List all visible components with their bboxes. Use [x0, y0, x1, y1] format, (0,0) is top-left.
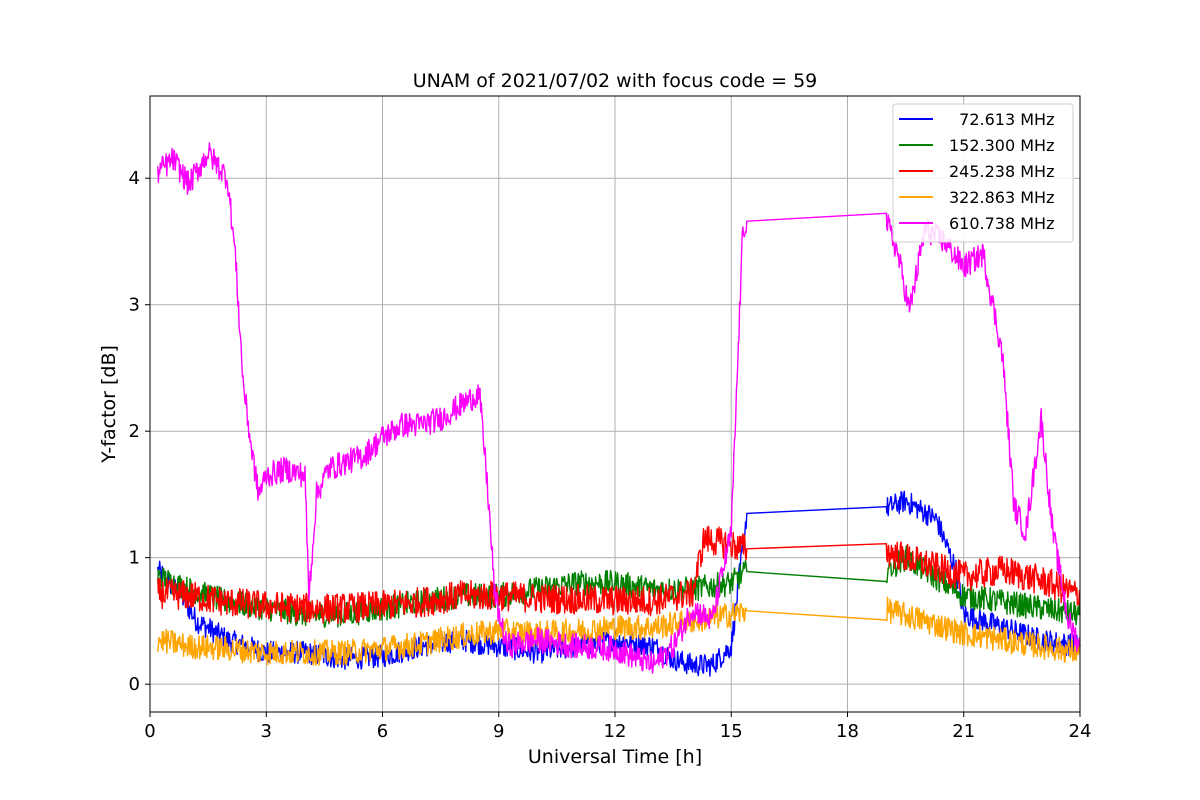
x-tick-label: 9: [493, 721, 504, 742]
series-group: [157, 142, 1081, 677]
legend-label: 322.863 MHz: [949, 188, 1054, 207]
x-tick-label: 0: [144, 721, 155, 742]
y-axis-title: Y-factor [dB]: [98, 345, 120, 464]
y-tick-label: 2: [129, 421, 140, 442]
x-tick-label: 6: [377, 721, 388, 742]
x-tick-label: 21: [952, 721, 975, 742]
series-line-3: [157, 525, 1081, 624]
legend-label: 152.300 MHz: [949, 136, 1054, 155]
legend-label: 72.613 MHz: [949, 110, 1054, 129]
y-tick-label: 3: [129, 295, 140, 316]
x-tick-label: 15: [720, 721, 743, 742]
chart-title: UNAM of 2021/07/02 with focus code = 59: [413, 70, 818, 92]
legend-box: [892, 103, 1074, 243]
y-tick-label: 4: [129, 168, 140, 189]
legend-label: 610.738 MHz: [949, 214, 1054, 233]
x-tick-label: 24: [1069, 721, 1092, 742]
x-tick-label: 3: [261, 721, 272, 742]
y-tick-label: 1: [129, 548, 140, 569]
y-tick-label: 0: [129, 674, 140, 695]
legend-label: 245.238 MHz: [949, 162, 1054, 181]
x-tick-label: 12: [604, 721, 627, 742]
legend: 72.613 MHz 152.300 MHz 245.238 MHz 322.863 …: [892, 103, 1074, 243]
x-axis-title: Universal Time [h]: [528, 746, 702, 768]
series-line-5: [157, 142, 1081, 674]
x-tick-label: 18: [836, 721, 859, 742]
